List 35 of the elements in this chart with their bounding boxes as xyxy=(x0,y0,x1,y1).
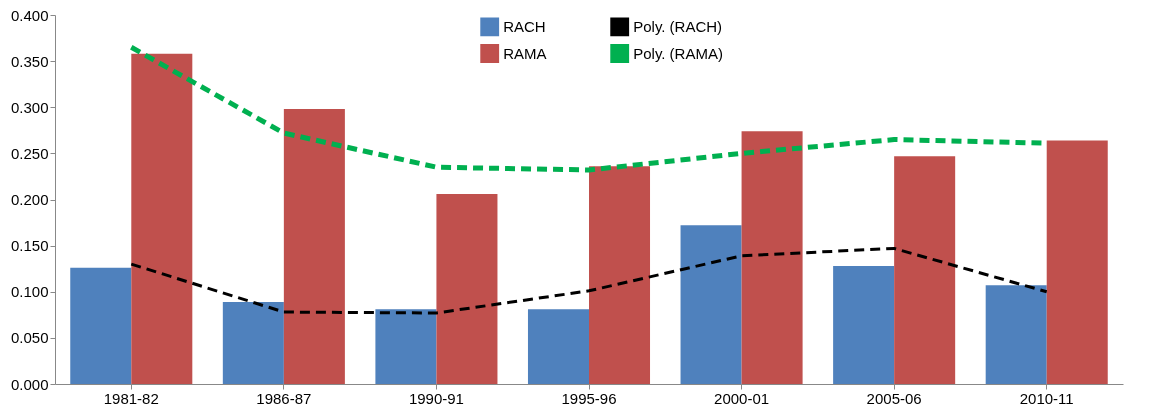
y-tick-label: 0.200 xyxy=(10,191,49,208)
x-tick-label: 2005-06 xyxy=(866,389,922,407)
y-tick-label: 0.050 xyxy=(10,329,49,347)
x-tick-label: 1986-87 xyxy=(256,389,312,407)
bar xyxy=(894,156,956,384)
x-tick-label: 1995-96 xyxy=(561,389,617,407)
legend-label: RAMA xyxy=(503,44,547,62)
x-tick-label: 2010-11 xyxy=(1019,389,1074,407)
y-tick-label: 0.300 xyxy=(10,98,49,116)
bar xyxy=(1046,140,1108,384)
bar xyxy=(222,301,284,384)
bar xyxy=(985,285,1047,384)
y-tick-label: 0.250 xyxy=(10,144,49,162)
bar xyxy=(283,109,345,384)
bar xyxy=(131,53,193,384)
bar xyxy=(833,265,895,384)
legend-label: RACH xyxy=(503,17,546,35)
bar xyxy=(436,193,498,384)
line-series xyxy=(129,246,1049,315)
legend-label: Poly. (RACH) xyxy=(633,17,723,35)
bar xyxy=(741,131,803,384)
x-tick-label: 1990-91 xyxy=(408,389,464,407)
y-tick-label: 0.150 xyxy=(10,237,49,255)
bar xyxy=(680,225,742,384)
bar xyxy=(589,166,651,384)
y-tick-label: 0.000 xyxy=(10,375,49,393)
bar xyxy=(527,309,589,384)
y-tick-label: 0.350 xyxy=(10,52,49,70)
y-tick-label: 0.400 xyxy=(10,6,49,24)
x-tick-label: 1981-82 xyxy=(103,389,159,407)
bar xyxy=(70,267,132,384)
y-tick-label: 0.100 xyxy=(10,283,49,301)
bar xyxy=(375,309,437,384)
x-tick-label: 2000-01 xyxy=(714,389,770,407)
legend-label: Poly. (RAMA) xyxy=(633,44,723,62)
